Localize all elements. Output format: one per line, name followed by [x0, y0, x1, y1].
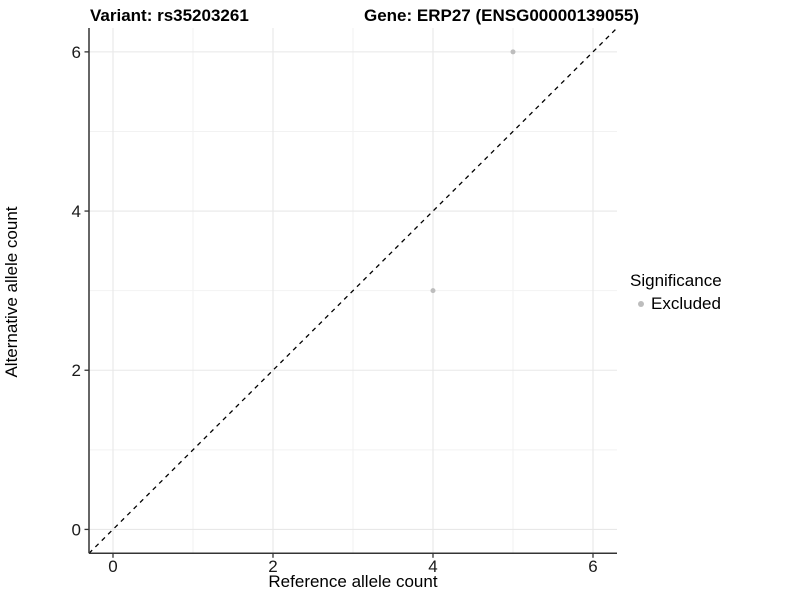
legend-entry-label: Excluded [651, 294, 721, 313]
x-axis-title: Reference allele count [268, 572, 438, 591]
data-point [430, 288, 436, 294]
plot-title-variant: Variant: rs35203261 [90, 6, 249, 25]
x-tick-label: 4 [428, 557, 437, 576]
y-tick-label: 0 [72, 520, 81, 539]
y-tick-label: 6 [72, 43, 81, 62]
plot-title-gene: Gene: ERP27 (ENSG00000139055) [364, 6, 639, 25]
legend-key [631, 294, 651, 314]
identity-line [88, 27, 618, 554]
legend-title: Significance [630, 271, 722, 290]
data-point [510, 49, 516, 55]
y-axis-title: Alternative allele count [2, 206, 21, 378]
legend-entry: Excluded [630, 294, 722, 314]
legend: Significance Excluded [630, 271, 722, 314]
legend-point-icon [638, 301, 644, 307]
y-tick-label: 2 [72, 361, 81, 380]
x-tick-label: 6 [588, 557, 597, 576]
x-tick-label: 2 [268, 557, 277, 576]
y-tick-label: 4 [72, 202, 81, 221]
x-tick-label: 0 [108, 557, 117, 576]
